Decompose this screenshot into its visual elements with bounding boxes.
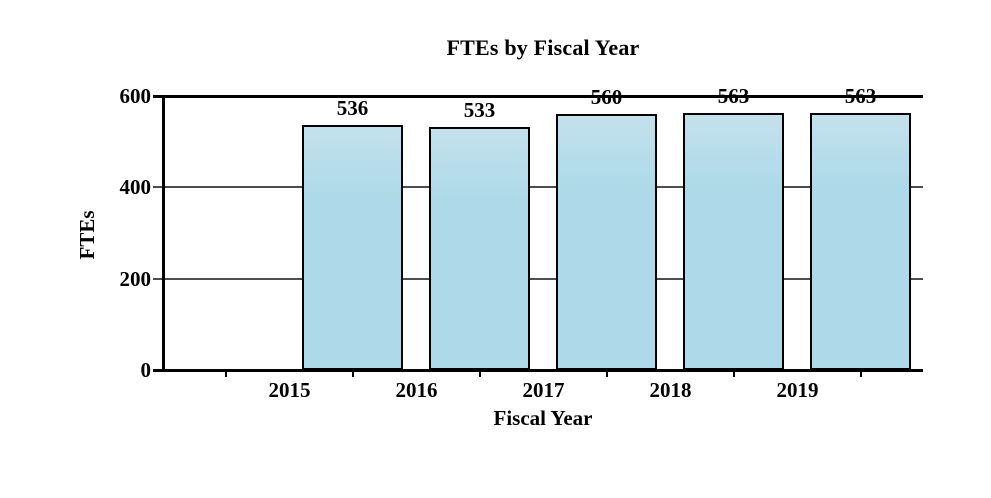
- bar-value-label-2016: 533: [463, 97, 496, 122]
- bar-2019: [810, 112, 911, 370]
- y-tick-label-0: 0: [140, 358, 152, 382]
- bars-layer: 536533560563563: [226, 85, 911, 370]
- x-tick-label-2018: 2018: [649, 378, 692, 402]
- bar-slot-2016: 533: [416, 96, 543, 370]
- plot-area: 536533560563563: [153, 85, 923, 372]
- y-tick-label-200: 200: [119, 266, 152, 291]
- y-tick-label-400: 400: [119, 175, 152, 200]
- bar-2017: [556, 114, 657, 370]
- gridline-400: [153, 186, 923, 189]
- x-axis-tick: [225, 370, 227, 377]
- y-tick-label-600: 600: [119, 84, 152, 108]
- bar-2016: [429, 126, 530, 370]
- x-axis-tick: [733, 370, 735, 377]
- x-axis-tick: [479, 370, 481, 377]
- x-axis-title: Fiscal Year: [493, 406, 593, 430]
- x-tick-label-2016: 2016: [395, 378, 438, 402]
- gridline-600: [153, 94, 923, 98]
- x-tick-label-2015: 2015: [268, 378, 311, 402]
- bar-slot-2018: 563: [670, 85, 797, 370]
- bar-slot-2019: 563: [797, 85, 924, 370]
- gridline-200: [153, 277, 923, 280]
- bar-slot-2017: 560: [543, 86, 670, 370]
- x-tick-label-2017: 2017: [522, 378, 565, 402]
- bar-value-label-2015: 536: [336, 96, 369, 121]
- x-tick-label-2019: 2019: [776, 378, 819, 402]
- y-axis-line: [162, 95, 165, 372]
- x-axis-tick: [352, 370, 354, 377]
- bar-slot-2015: 536: [289, 96, 416, 370]
- bar-2015: [302, 125, 403, 370]
- x-axis-tick: [606, 370, 608, 377]
- x-axis-line: [153, 368, 923, 372]
- x-axis-tick: [860, 370, 862, 377]
- chart-title: FTEs by Fiscal Year: [446, 35, 640, 60]
- bar-2018: [683, 112, 784, 370]
